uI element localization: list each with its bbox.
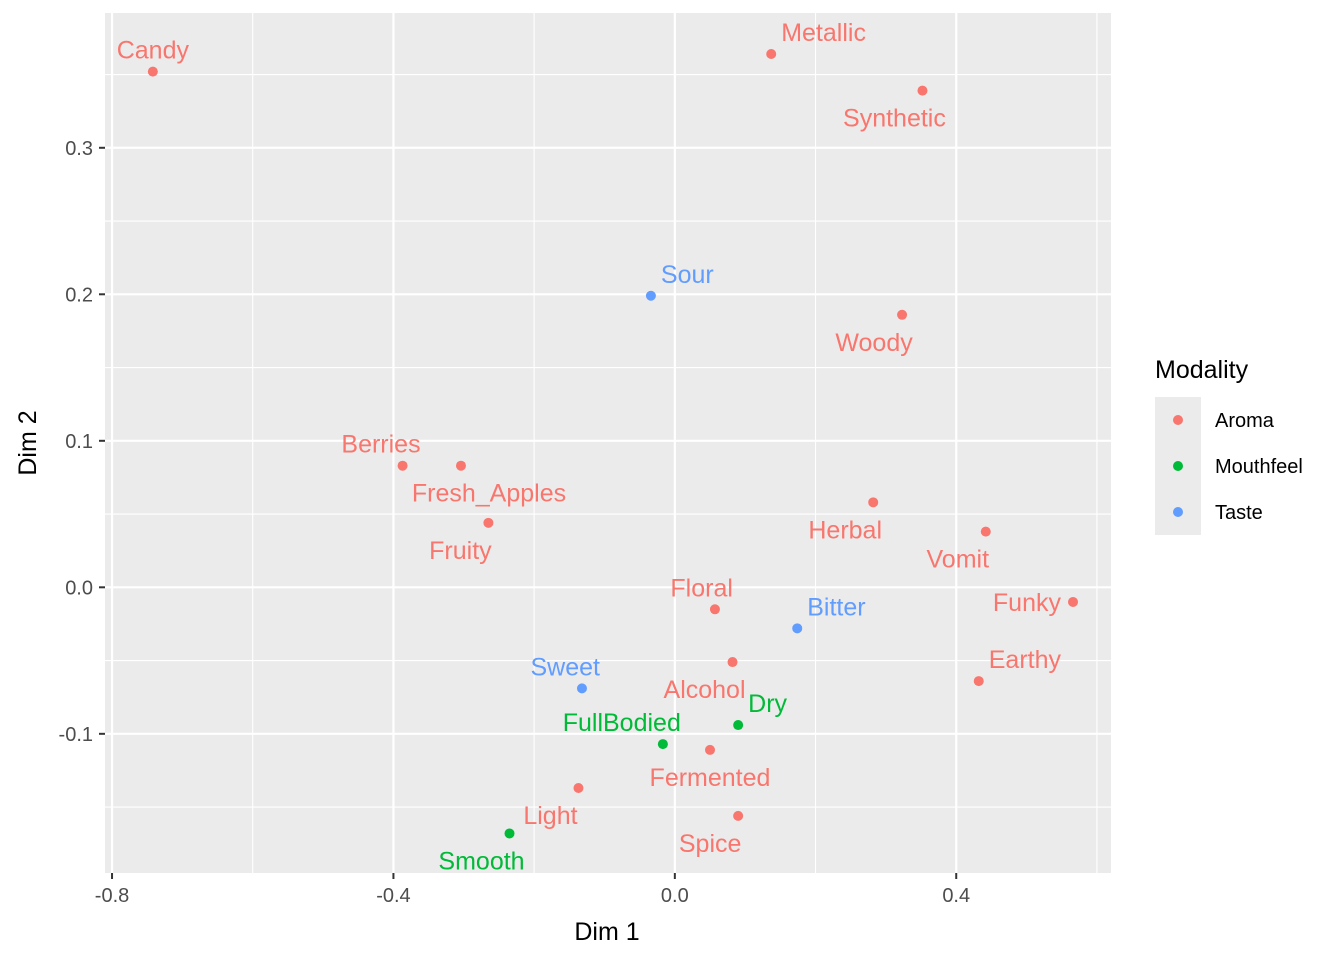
minor-gridlines (105, 13, 1111, 873)
x-tick-label: -0.8 (95, 885, 129, 907)
point-label-spice: Spice (679, 830, 742, 858)
legend: Modality Aroma Mouthfeel Taste (1155, 356, 1303, 535)
point-floral (709, 604, 720, 615)
point-label-metallic: Metallic (781, 19, 866, 47)
point-label-vomit: Vomit (927, 546, 990, 574)
point-label-sweet: Sweet (530, 653, 600, 681)
point-herbal (868, 497, 879, 508)
legend-key-mouthfeel (1173, 461, 1183, 471)
panel-background (105, 13, 1111, 873)
x-axis-title: Dim 1 (574, 918, 639, 946)
point-label-woody: Woody (835, 329, 913, 357)
point-alcohol (727, 657, 738, 668)
y-tick-label: 0.3 (65, 138, 93, 160)
y-tick-label: 0.0 (65, 577, 93, 599)
point-smooth (504, 828, 515, 839)
point-label-floral: Floral (670, 574, 733, 602)
point-label-dry: Dry (748, 690, 787, 718)
x-tick-label: 0.0 (661, 885, 689, 907)
point-sour (645, 290, 656, 301)
point-fruity (483, 517, 494, 528)
y-tick-label: -0.1 (59, 724, 93, 746)
major-gridlines (105, 13, 1111, 873)
point-label-fermented: Fermented (650, 764, 771, 792)
legend-title: Modality (1155, 356, 1249, 384)
data-points (147, 49, 1079, 839)
point-candy (147, 66, 158, 77)
y-axis-title: Dim 2 (14, 410, 42, 475)
point-label-sour: Sour (661, 261, 714, 289)
point-label-light: Light (523, 802, 577, 830)
legend-key-aroma (1173, 415, 1183, 425)
point-labels: Candy Metallic Synthetic Woody Berries Fresh_… (117, 19, 1062, 875)
point-earthy (973, 676, 984, 687)
point-label-candy: Candy (117, 37, 190, 65)
x-tick-label: 0.4 (942, 885, 970, 907)
point-label-synthetic: Synthetic (843, 105, 946, 133)
y-tick-label: 0.1 (65, 431, 93, 453)
point-vomit (980, 526, 991, 537)
point-metallic (766, 49, 777, 60)
point-berries (397, 460, 408, 471)
x-axis-ticks: -0.8 -0.4 0.0 0.4 (95, 873, 970, 907)
point-label-fresh_apples: Fresh_Apples (412, 480, 566, 508)
point-fullbodied (657, 739, 668, 750)
legend-label-aroma: Aroma (1215, 410, 1275, 432)
point-label-fruity: Fruity (429, 537, 492, 565)
legend-label-mouthfeel: Mouthfeel (1215, 456, 1303, 478)
point-woody (897, 309, 908, 320)
point-synthetic (917, 85, 928, 96)
y-axis-ticks: -0.1 0.0 0.1 0.2 0.3 (59, 138, 105, 746)
point-label-earthy: Earthy (989, 646, 1062, 674)
x-tick-label: -0.4 (376, 885, 410, 907)
point-label-alcohol: Alcohol (664, 676, 746, 704)
point-light (573, 783, 584, 794)
y-tick-label: 0.2 (65, 284, 93, 306)
legend-label-taste: Taste (1215, 502, 1263, 524)
point-label-smooth: Smooth (438, 847, 524, 875)
point-label-bitter: Bitter (807, 593, 865, 621)
legend-key-taste (1173, 507, 1183, 517)
point-label-fullbodied: FullBodied (563, 709, 681, 737)
point-fermented (705, 744, 716, 755)
point-dry (733, 720, 744, 731)
point-bitter (792, 623, 803, 634)
point-label-funky: Funky (993, 589, 1062, 617)
point-spice (733, 810, 744, 821)
point-label-berries: Berries (341, 431, 420, 459)
point-sweet (576, 683, 587, 694)
point-funky (1068, 596, 1079, 607)
point-label-herbal: Herbal (808, 516, 882, 544)
point-fresh_apples (455, 460, 466, 471)
